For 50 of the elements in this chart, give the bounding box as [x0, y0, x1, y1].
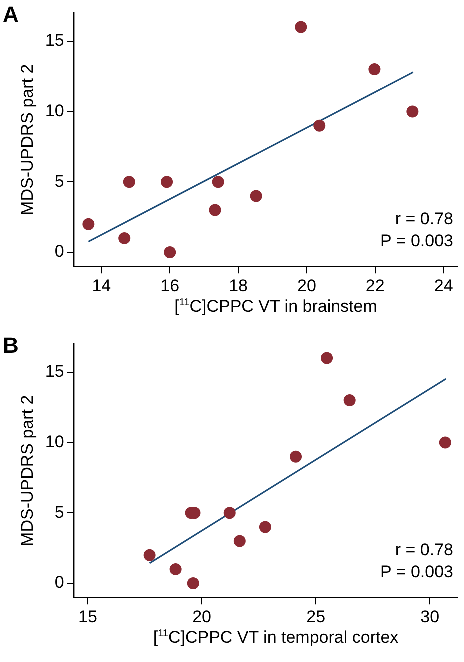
point: [123, 176, 136, 188]
x-tick-label: 18: [229, 276, 248, 296]
x-tick-label: 25: [306, 607, 326, 626]
point: [295, 21, 308, 34]
y-tick-label: 5: [54, 172, 64, 191]
x-tick-label: 24: [434, 276, 454, 296]
point: [321, 352, 334, 364]
chart-title: A: [3, 2, 19, 28]
point: [212, 176, 224, 188]
x-tick-label: 15: [78, 607, 98, 626]
x-axis-title: [$^{11}$C]CPPC VT in temporal cortex: [152, 628, 400, 648]
y-tick-label: 0: [54, 242, 64, 262]
point: [314, 120, 326, 132]
annotation: r = 0.78: [395, 210, 454, 229]
point: [144, 549, 156, 562]
point: [118, 232, 131, 244]
x-tick-label: 14: [92, 276, 112, 296]
point: [161, 176, 174, 188]
y-tick-label: 15: [45, 362, 64, 382]
point: [209, 204, 222, 216]
y-axis-title: MDS-UPDRS part 2: [18, 395, 37, 546]
y-tick-label: 10: [45, 101, 64, 120]
y-tick-label: 5: [54, 502, 64, 522]
annotation: r = 0.78: [395, 540, 454, 560]
point: [259, 521, 272, 534]
point: [344, 394, 356, 407]
point: [234, 535, 246, 548]
x-tick-label: 22: [366, 276, 385, 296]
point: [187, 578, 200, 590]
chart-title: B: [3, 333, 19, 359]
y-tick-label: 15: [45, 31, 64, 50]
point: [82, 218, 95, 230]
x-tick-label: 20: [192, 607, 212, 626]
point: [439, 436, 452, 449]
point: [164, 246, 176, 259]
point: [170, 563, 182, 576]
y-tick-label: 10: [45, 432, 64, 452]
point: [406, 106, 419, 118]
point: [224, 507, 236, 520]
x-tick-label: 30: [420, 607, 440, 626]
annotation: P = 0.003: [380, 232, 454, 251]
y-tick-label: 0: [54, 573, 64, 592]
x-axis-title: [$^{11}$C]CPPC VT in brainstem: [174, 297, 378, 317]
point: [290, 450, 302, 463]
annotation: P = 0.003: [380, 562, 454, 582]
point: [368, 64, 381, 76]
point: [250, 190, 262, 202]
x-tick-label: 16: [160, 276, 180, 296]
x-tick-label: 20: [298, 276, 316, 296]
y-axis-title: MDS-UPDRS part 2: [18, 64, 37, 216]
